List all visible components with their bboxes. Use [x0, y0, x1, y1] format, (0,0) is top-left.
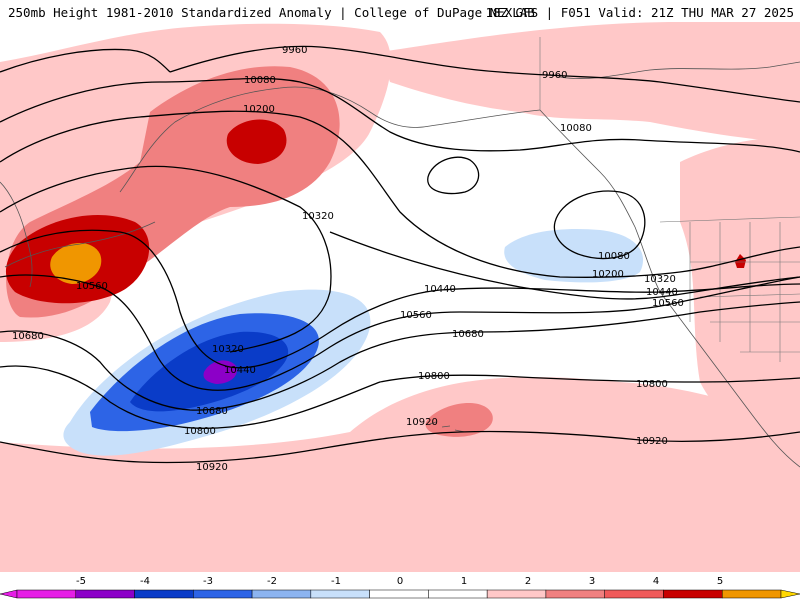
anomaly-plus1-subtropics — [0, 377, 800, 572]
colorbar: -5 -4 -3 -2 -1 0 1 2 3 4 5 — [0, 576, 800, 599]
colorbar-bin — [545, 589, 605, 599]
model-run-info: 18Z GFS | F051 Valid: 21Z THU MAR 27 202… — [485, 5, 794, 20]
colorbar-bin — [721, 589, 782, 599]
positive-anomaly-shading — [0, 22, 800, 572]
contour-10080-low — [553, 190, 646, 260]
colorbar-tick: -2 — [267, 576, 277, 587]
colorbar-tick: 5 — [717, 576, 723, 587]
colorbar-bin — [486, 589, 547, 599]
kamchatka-coast — [0, 181, 33, 288]
contour-10560 — [0, 274, 800, 391]
colorbar-bin — [663, 589, 723, 599]
contour-10080-alaska-loop — [427, 156, 480, 195]
contour-label: 10080 — [560, 123, 592, 134]
colorbar-tick: -1 — [331, 576, 341, 587]
colorbar-tick: 1 — [461, 576, 467, 587]
contour-10680 — [0, 301, 800, 411]
contour-label: 10320 — [644, 274, 676, 285]
contour-10920 — [0, 430, 800, 464]
contour-label: 10920 — [406, 417, 438, 428]
contour-label: 10800 — [636, 379, 668, 390]
bc-coast — [539, 109, 661, 293]
coastlines — [0, 61, 800, 468]
contour-9960 — [169, 45, 800, 103]
contour-label: 10080 — [598, 251, 630, 262]
contour-10200 — [0, 110, 800, 278]
aleutian-chain — [4, 221, 156, 268]
contour-label: 10200 — [243, 104, 275, 115]
anomaly-plus3-alaska-peninsula — [226, 119, 287, 164]
colorbar-tick: -4 — [140, 576, 150, 587]
colorbar-bin — [75, 589, 135, 599]
contour-label: 10440 — [424, 284, 456, 295]
contour-label: 10920 — [196, 462, 228, 473]
colorbar-arrow-low — [0, 589, 18, 599]
colorbar-tick: 0 — [397, 576, 403, 587]
anomaly-plus1-west-us — [680, 138, 800, 462]
contour-label: 10680 — [12, 331, 44, 342]
colorbar-bin — [134, 589, 194, 599]
colorbar-tick: 3 — [589, 576, 595, 587]
contour-labels: 9960 9960 10080 10080 10080 10200 10200 … — [12, 45, 684, 473]
contour-label: 10440 — [224, 365, 256, 376]
contour-10080 — [0, 77, 800, 153]
contour-label: 10200 — [592, 269, 624, 280]
contour-10440 — [0, 229, 800, 369]
colorbar-bin — [251, 589, 312, 599]
negative-anomaly-shading — [63, 228, 644, 456]
contour-label: 10320 — [302, 211, 334, 222]
contour-label: 10440 — [646, 287, 678, 298]
contour-label: 10560 — [400, 310, 432, 321]
colorbar-tick: -5 — [76, 576, 86, 587]
contour-label: 10800 — [184, 426, 216, 437]
contour-label: 10560 — [76, 281, 108, 292]
us-canada-border — [659, 216, 800, 223]
contour-label: 10680 — [452, 329, 484, 340]
contour-label: 10920 — [636, 436, 668, 447]
alaska-coast — [119, 86, 541, 193]
colorbar-bin — [16, 589, 77, 599]
colorbar-tick-labels: -5 -4 -3 -2 -1 0 1 2 3 4 5 — [76, 576, 723, 587]
map-title: 250mb Height 1981-2010 Standardized Anom… — [8, 5, 535, 20]
colorbar-tick: 2 — [525, 576, 531, 587]
header: 250mb Height 1981-2010 Standardized Anom… — [0, 0, 800, 22]
colorbar-tick: 4 — [653, 576, 659, 587]
contour-label: 10680 — [196, 406, 228, 417]
contour-label: 10080 — [244, 75, 276, 86]
colorbar-bin — [604, 589, 664, 599]
colorbar-bins — [0, 589, 800, 599]
anomaly-plus1-alaska-northeast — [380, 22, 800, 142]
colorbar-arrow-high — [780, 589, 800, 599]
colorbar-bin — [193, 589, 253, 599]
canadian-arctic — [559, 61, 800, 79]
contour-label: 9960 — [542, 70, 567, 81]
contour-label: 9960 — [282, 45, 307, 56]
anomaly-plus3-arizona — [735, 254, 746, 268]
anomaly-map: 9960 9960 10080 10080 10080 10200 10200 … — [0, 22, 800, 572]
anomaly-minus1-northeast-pacific — [504, 228, 644, 283]
contour-label: 10320 — [212, 344, 244, 355]
colorbar-bin — [428, 589, 488, 599]
colorbar-bin — [369, 589, 429, 599]
anomaly-plus2-hawaii — [425, 403, 493, 437]
contour-label: 10560 — [652, 298, 684, 309]
colorbar-tick: -3 — [203, 576, 213, 587]
height-contours — [0, 45, 800, 464]
anomaly-plus4-aleutians — [50, 243, 102, 284]
contour-9960-west — [0, 48, 171, 73]
colorbar-bin — [310, 589, 370, 599]
contour-10800 — [0, 365, 800, 429]
contour-label: 10800 — [418, 371, 450, 382]
